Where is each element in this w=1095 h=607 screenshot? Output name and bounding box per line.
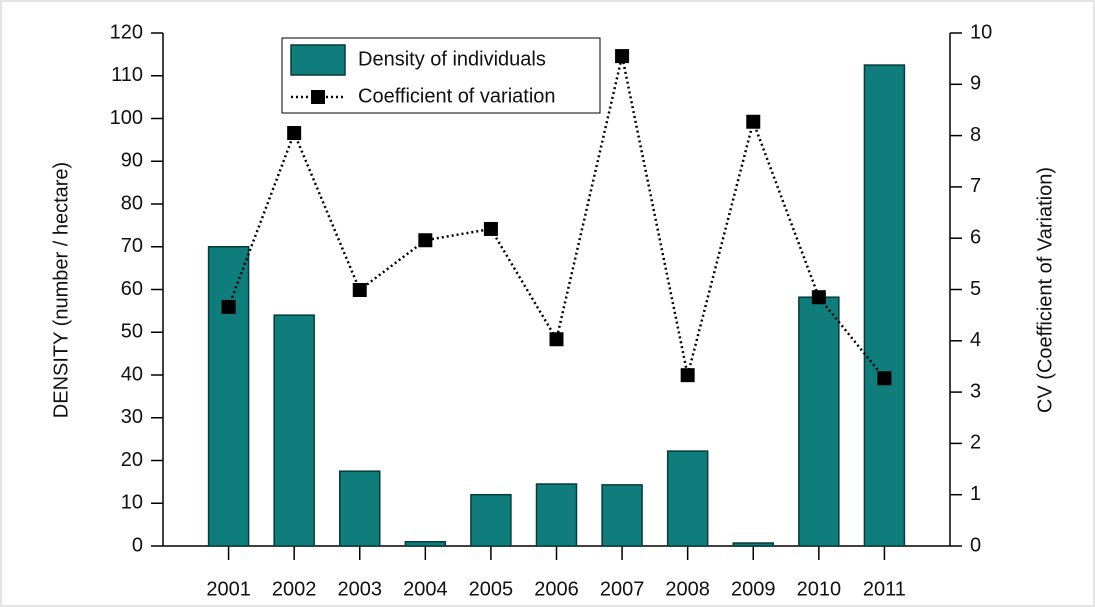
y-axis-label: DENSITY (number / hectare) [50,162,72,418]
y-tick-label: 80 [121,192,143,214]
y-tick-label: 0 [132,534,143,556]
y2-tick-label: 7 [970,175,981,197]
y2-tick-label: 0 [970,534,981,556]
cv-marker [483,221,498,236]
x-tick-label: 2002 [272,578,317,600]
y-tick-label: 60 [121,278,143,300]
x-tick-label: 2006 [534,578,579,600]
legend-swatch [290,44,346,76]
cv-marker [877,371,892,386]
y2-tick-label: 5 [970,278,981,300]
y-tick-label: 10 [121,492,143,514]
y-tick-label: 90 [121,150,143,172]
y2-tick-label: 10 [970,21,992,43]
bar [601,484,643,547]
y2-tick-label: 3 [970,380,981,402]
y-tick-label: 110 [111,64,143,86]
x-tick-label: 2001 [206,578,251,600]
cv-marker [811,290,826,305]
y2-axis-label: CV (Coefficient of Variation) [1034,167,1056,413]
bar [798,296,840,547]
y-tick-label: 30 [121,406,143,428]
y-tick-label: 50 [121,321,143,343]
cv-marker [615,49,630,64]
cv-marker [352,283,367,298]
bar [339,470,381,547]
y2-tick-label: 1 [970,483,981,505]
legend-label: Coefficient of variation [358,85,556,107]
cv-marker [287,126,302,141]
y2-tick-label: 2 [970,432,981,454]
x-tick-label: 2007 [600,578,645,600]
x-tick-label: 2005 [469,578,514,600]
y-tick-label: 20 [121,449,143,471]
y-tick-label: 100 [110,107,143,129]
legend-label: Density of individuals [358,48,546,70]
y2-tick-label: 4 [970,329,981,351]
y-tick-label: 70 [121,235,143,257]
bar [535,483,578,547]
y2-tick-label: 6 [970,226,981,248]
y-tick-label: 40 [121,363,143,385]
y2-tick-label: 9 [970,73,981,95]
cv-marker [418,233,433,248]
x-tick-label: 2009 [731,578,776,600]
bar [404,540,447,547]
x-tick-label: 2003 [338,578,383,600]
legend-marker [311,90,325,104]
cv-marker [549,332,564,347]
bar [470,493,512,547]
y-tick-label: 120 [110,21,143,43]
cv-marker [221,299,236,314]
bar [207,246,250,547]
bar [666,450,709,547]
bar [732,542,774,547]
bar [273,314,315,547]
x-tick-label: 2011 [863,578,906,600]
x-tick-label: 2010 [797,578,842,600]
cv-marker [680,368,695,383]
x-tick-label: 2008 [665,578,710,600]
x-tick-label: 2004 [403,578,448,600]
bar [863,64,906,547]
y2-tick-label: 8 [970,124,981,146]
cv-marker [746,114,761,129]
